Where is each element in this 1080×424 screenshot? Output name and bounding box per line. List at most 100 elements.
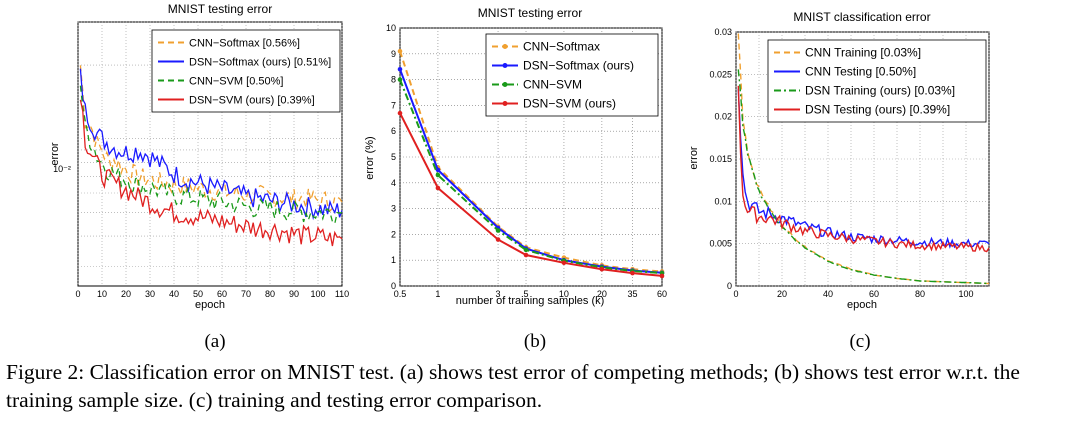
y-tick-label: 6 [391,126,396,136]
data-point [397,66,403,72]
legend-marker [502,101,508,106]
legend-entry: DSN−SVM (ours) [0.39%] [189,95,315,107]
legend: CNN−Softmax [0.56%] DSN−Softmax (ours) [0… [151,29,341,113]
legend: CNN Training [0.03%] CNN Testing [0.50%] D… [767,39,987,123]
y-tick-label: 7 [391,100,396,110]
legend-entry: CNN−Softmax [0.56%] [189,38,300,50]
x-axis-label: epoch [195,299,225,311]
legend-entry: DSN−Softmax (ours) [523,59,634,73]
data-point [397,110,403,116]
y-tick-label: 0.015 [709,154,732,164]
x-tick-label: 10 [559,289,569,299]
series-line [399,50,663,273]
x-tick-label: 20 [777,289,787,299]
legend-box [767,39,987,123]
series-line [79,99,343,247]
legend-marker [502,63,508,68]
x-tick-label: 20 [121,289,131,299]
legend-entry: CNN Testing [0.50%] [805,65,916,79]
x-tick-label: 10 [97,289,107,299]
legend-entry: DSN−SVM (ours) [523,97,616,111]
legend-marker [502,44,508,49]
panel-c: MNIST classification error 0 20 40 60 80 100 … [688,10,990,352]
y-tick-labels: 0 0.005 0.01 0.015 0.02 0.025 0.03 [709,27,732,291]
series-line [737,69,990,285]
x-tick-labels: 0.5 1 3 5 10 20 35 60 [394,289,667,299]
x-tick-label: 100 [958,289,973,299]
y-tick-label: 0.025 [709,69,732,79]
data-point [630,270,635,276]
panel-b: MNIST testing error 0.5 1 3 5 10 20 35 60 01234… [364,6,667,352]
series-line [79,68,343,221]
data-point [659,273,665,279]
x-tick-label: 60 [869,289,879,299]
data-point [495,237,501,242]
series-line [399,68,663,274]
legend-entry: DSN−Softmax (ours) [0.51%] [189,57,331,69]
series-lines [79,65,343,247]
y-tick-label: 1 [391,255,396,265]
x-tick-label: 0 [75,289,80,299]
x-axis-label: epoch [847,299,877,311]
legend-box [485,33,659,117]
x-tick-label: 50 [193,289,203,299]
figure-panels: MNIST testing error 0 10 20 30 40 50 60 70 80 90 1… [49,2,990,352]
legend-entry: DSN Testing (ours) [0.39%] [805,103,950,117]
x-tick-labels: 0 10 20 30 40 50 60 70 80 90 100 110 [75,289,349,299]
x-tick-label: 70 [241,289,251,299]
subfigure-label: (c) [849,331,870,352]
x-tick-label: 110 [335,289,349,299]
x-tick-label: 5 [524,289,529,299]
series-line [399,112,663,277]
data-point [599,266,605,272]
y-tick-label: 2 [391,229,396,239]
legend-box [151,29,341,113]
panel-a: MNIST testing error 0 10 20 30 40 50 60 70 80 90 1… [49,2,349,352]
y-tick-label: 0.02 [714,112,732,122]
subfigure-label: (b) [524,331,546,352]
subfigure-label: (a) [204,331,225,352]
x-axis-label: number of training samples (k) [456,295,605,307]
legend: CNN−Softmax DSN−Softmax (ours) CNN−SVM DSN−… [485,33,659,117]
y-tick-label: 4 [391,178,396,188]
y-axis-label: error [49,142,61,166]
series-line [737,85,990,253]
data-point [397,77,403,82]
data-point [495,228,501,233]
data-point [523,252,529,258]
x-tick-label: 1 [435,289,440,299]
y-tick-label: 8 [391,75,396,85]
y-tick-labels: 0 1 2 3 4 5 6 7 8 9 10 [386,23,396,291]
x-tick-label: 60 [217,289,227,299]
legend-entry: CNN−SVM [0.50%] [189,76,283,88]
x-tick-label: 40 [169,289,179,299]
legend-entry: CNN−Softmax [523,40,600,54]
y-tick-label: 5 [391,152,396,162]
y-tick-label: 3 [391,204,396,214]
data-point [561,260,567,266]
y-axis-label: error (%) [364,136,376,179]
series-line [399,79,663,275]
y-tick-label: 0 [391,281,396,291]
x-tick-label: 3 [496,289,501,299]
data-point [435,167,441,173]
grid [77,21,343,286]
x-tick-label: 20 [597,289,607,299]
y-axis-label: error [688,146,700,170]
x-tick-label: 80 [915,289,925,299]
data-point [397,48,403,54]
legend-entry: DSN Training (ours) [0.03%] [805,84,955,98]
y-tick-label: 10 [386,23,396,33]
x-tick-label: 40 [823,289,833,299]
x-tick-label: 0.5 [394,289,407,299]
data-point [435,185,441,191]
y-tick-label: 10⁻² [53,164,71,174]
y-tick-label: 9 [391,49,396,59]
chart-title: MNIST classification error [793,10,930,24]
chart-title: MNIST testing error [168,2,272,16]
legend-entry: CNN Training [0.03%] [805,46,921,60]
y-tick-label: 0.01 [714,196,732,206]
figure-caption: Figure 2: Classification error on MNIST … [6,360,1020,412]
x-tick-label: 35 [627,289,637,299]
x-tick-label: 60 [657,289,667,299]
